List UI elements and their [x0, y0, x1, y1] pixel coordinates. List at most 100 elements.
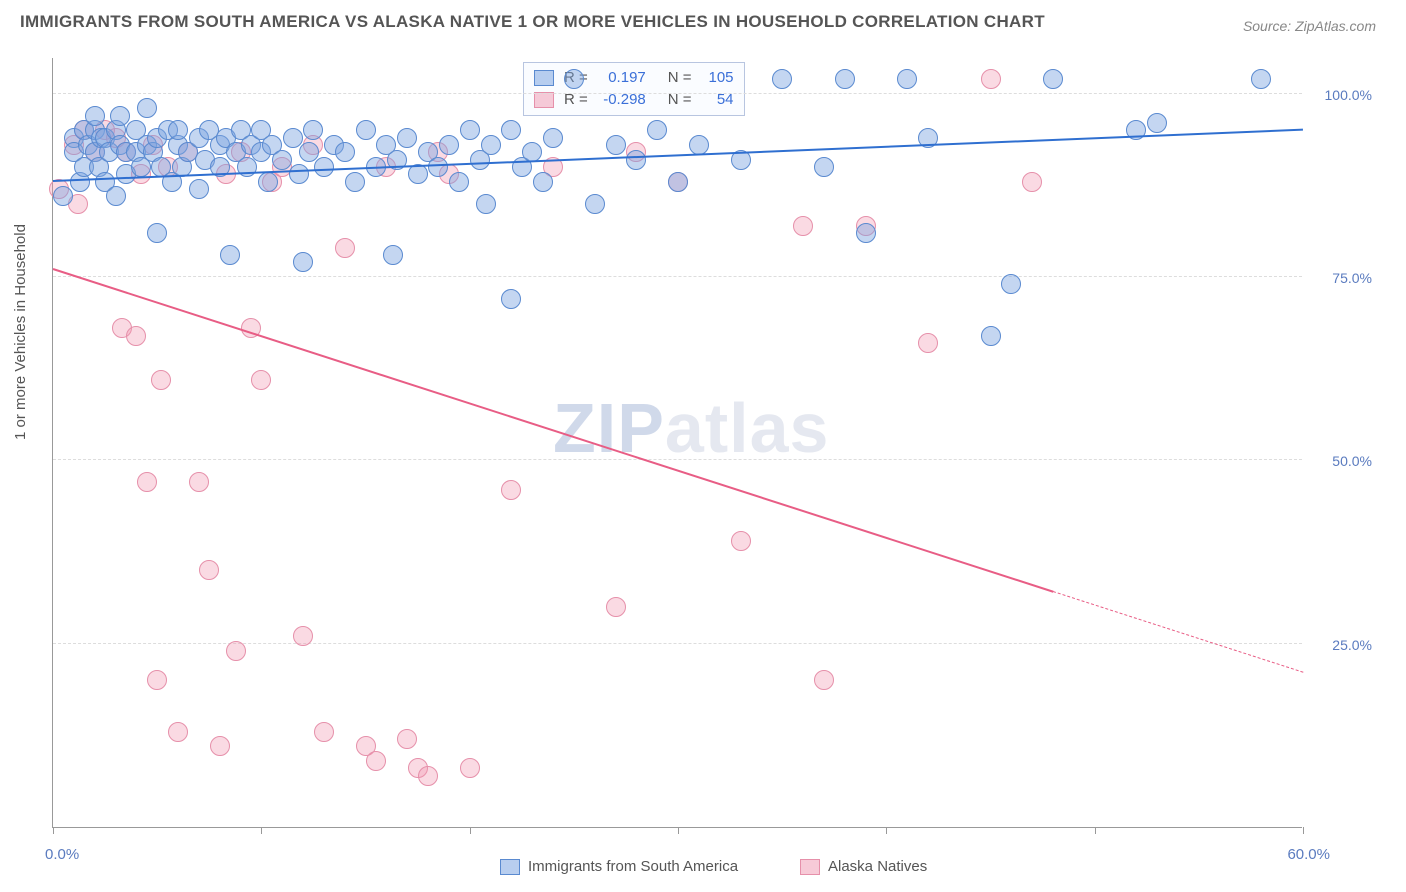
legend-pink: Alaska Natives: [800, 858, 927, 875]
watermark: ZIPatlas: [553, 388, 829, 468]
data-point: [106, 186, 126, 206]
data-point: [449, 172, 469, 192]
source-attribution: Source: ZipAtlas.com: [1243, 18, 1376, 34]
data-point: [383, 245, 403, 265]
data-point: [439, 135, 459, 155]
data-point: [293, 252, 313, 272]
stats-n-value: 105: [702, 67, 734, 89]
stats-r-value: 0.197: [598, 67, 646, 89]
data-point: [731, 531, 751, 551]
data-point: [293, 626, 313, 646]
legend-label: Immigrants from South America: [528, 858, 738, 875]
data-point: [126, 326, 146, 346]
data-point: [199, 560, 219, 580]
data-point: [397, 128, 417, 148]
data-point: [53, 186, 73, 206]
y-tick-label: 75.0%: [1332, 270, 1372, 286]
y-tick-label: 50.0%: [1332, 453, 1372, 469]
data-point: [918, 333, 938, 353]
data-point: [1022, 172, 1042, 192]
data-point: [335, 238, 355, 258]
data-point: [251, 370, 271, 390]
trend-line: [53, 268, 1054, 593]
stats-n-label: N =: [668, 67, 692, 89]
data-point: [147, 223, 167, 243]
stats-swatch: [534, 70, 554, 86]
data-point: [814, 157, 834, 177]
data-point: [366, 751, 386, 771]
data-point: [189, 472, 209, 492]
data-point: [626, 150, 646, 170]
data-point: [476, 194, 496, 214]
trend-line: [1053, 591, 1303, 673]
gridline: [53, 276, 1302, 277]
x-tick: [678, 827, 679, 834]
data-point: [147, 670, 167, 690]
data-point: [1147, 113, 1167, 133]
x-tick: [886, 827, 887, 834]
data-point: [272, 150, 292, 170]
data-point: [428, 157, 448, 177]
data-point: [533, 172, 553, 192]
data-point: [210, 736, 230, 756]
data-point: [335, 142, 355, 162]
y-tick-label: 25.0%: [1332, 637, 1372, 653]
x-tick: [1095, 827, 1096, 834]
data-point: [981, 326, 1001, 346]
data-point: [856, 223, 876, 243]
data-point: [460, 758, 480, 778]
data-point: [220, 245, 240, 265]
data-point: [345, 172, 365, 192]
data-point: [981, 69, 1001, 89]
data-point: [897, 69, 917, 89]
data-point: [814, 670, 834, 690]
data-point: [356, 120, 376, 140]
legend-blue: Immigrants from South America: [500, 858, 738, 875]
data-point: [606, 135, 626, 155]
data-point: [501, 289, 521, 309]
data-point: [168, 120, 188, 140]
data-point: [1043, 69, 1063, 89]
data-point: [189, 179, 209, 199]
data-point: [397, 729, 417, 749]
data-point: [226, 641, 246, 661]
data-point: [481, 135, 501, 155]
x-tick-label: 0.0%: [45, 846, 79, 863]
data-point: [501, 480, 521, 500]
data-point: [303, 120, 323, 140]
y-axis-title: 1 or more Vehicles in Household: [12, 224, 29, 440]
correlation-stats-box: R =0.197N =105R =-0.298N =54: [523, 62, 745, 116]
x-tick: [53, 827, 54, 834]
gridline: [53, 459, 1302, 460]
data-point: [418, 766, 438, 786]
data-point: [289, 164, 309, 184]
x-tick: [261, 827, 262, 834]
legend-swatch-blue: [500, 859, 520, 875]
data-point: [314, 722, 334, 742]
data-point: [647, 120, 667, 140]
x-tick-label: 60.0%: [1287, 846, 1330, 863]
data-point: [793, 216, 813, 236]
data-point: [1001, 274, 1021, 294]
data-point: [689, 135, 709, 155]
x-tick: [1303, 827, 1304, 834]
x-tick: [470, 827, 471, 834]
data-point: [151, 370, 171, 390]
scatter-plot: ZIPatlas R =0.197N =105R =-0.298N =54 25…: [52, 58, 1302, 828]
data-point: [408, 164, 428, 184]
data-point: [258, 172, 278, 192]
data-point: [283, 128, 303, 148]
data-point: [460, 120, 480, 140]
data-point: [314, 157, 334, 177]
data-point: [543, 128, 563, 148]
legend-swatch-pink: [800, 859, 820, 875]
stats-swatch: [534, 92, 554, 108]
data-point: [85, 106, 105, 126]
chart-title: IMMIGRANTS FROM SOUTH AMERICA VS ALASKA …: [20, 12, 1045, 32]
data-point: [168, 722, 188, 742]
legend-label: Alaska Natives: [828, 858, 927, 875]
data-point: [137, 472, 157, 492]
data-point: [110, 106, 130, 126]
data-point: [137, 98, 157, 118]
data-point: [564, 69, 584, 89]
